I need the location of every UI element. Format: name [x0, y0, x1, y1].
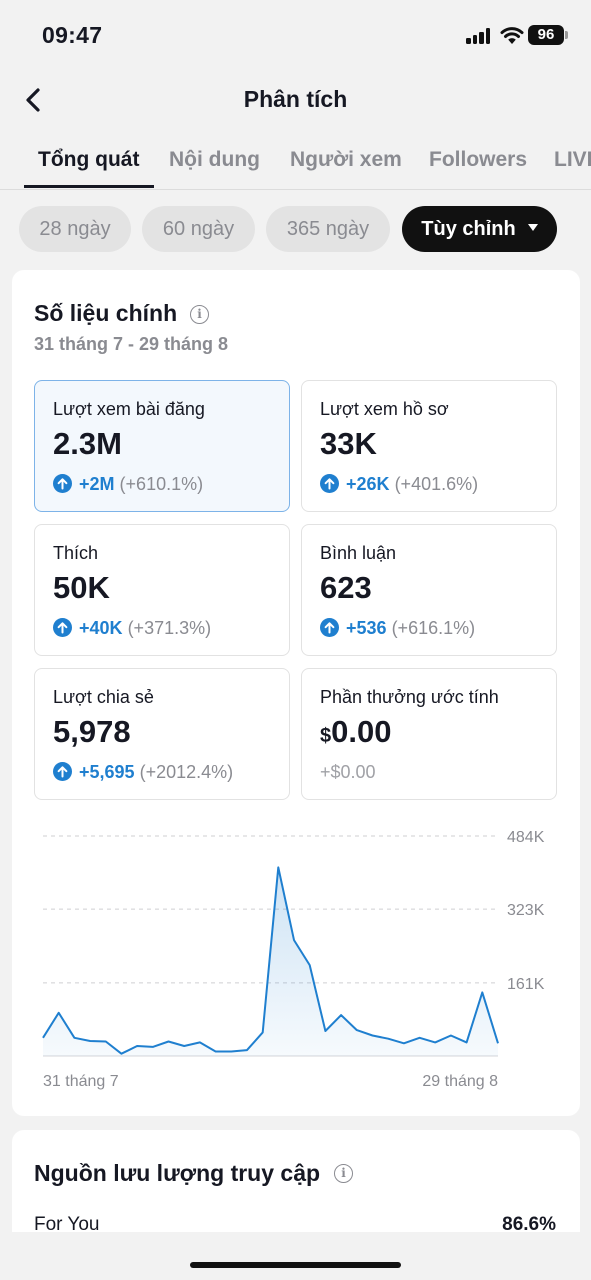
reward-amount: 0.00	[331, 714, 392, 749]
status-bar: 09:47 96	[0, 0, 591, 70]
metric-estimated-rewards[interactable]: Phần thưởng ước tính $0.00 +$0.00	[301, 668, 557, 800]
delta-absolute: +2M	[79, 474, 115, 494]
info-icon[interactable]: i	[334, 1164, 353, 1183]
range-label: Tùy chỉnh	[421, 218, 516, 240]
traffic-source-value: 86.6%	[502, 1214, 556, 1235]
metric-delta: +$0.00	[320, 762, 376, 782]
metric-value: 5,978	[53, 714, 131, 749]
arrow-up-circle-icon	[53, 618, 72, 637]
metric-delta: +40K (+371.3%)	[53, 618, 211, 639]
range-label: 60 ngày	[162, 218, 235, 240]
cellular-signal-icon	[466, 28, 492, 44]
caret-down-icon	[527, 224, 538, 232]
home-indicator[interactable]	[190, 1262, 401, 1268]
metric-label: Lượt chia sẻ	[53, 687, 154, 707]
key-metrics-card: Số liệu chính i 31 tháng 7 - 29 tháng 8 …	[12, 270, 580, 1116]
arrow-up-circle-icon	[320, 474, 339, 493]
metric-delta: +536 (+616.1%)	[320, 618, 475, 639]
metric-value: 50K	[53, 570, 110, 605]
tab-followers[interactable]: Followers	[429, 148, 528, 171]
metric-comments[interactable]: Bình luận 623 +536 (+616.1%)	[301, 524, 557, 656]
metric-label: Lượt xem hồ sơ	[320, 399, 449, 419]
series-line	[42, 866, 499, 1055]
arrow-up-circle-icon	[320, 618, 339, 637]
tab-live[interactable]: LIVE	[554, 148, 591, 171]
traffic-source-title: Nguồn lưu lượng truy cập	[34, 1160, 321, 1186]
delta-percent: (+2012.4%)	[139, 762, 234, 782]
chevron-left-icon	[26, 88, 40, 112]
home-indicator-area	[0, 1232, 591, 1280]
metric-value: 2.3M	[53, 426, 122, 461]
wifi-icon	[500, 27, 524, 44]
post-views-chart[interactable]: 484K 323K 161K 31 tháng 7 29 tháng 8	[12, 810, 580, 1100]
metric-shares[interactable]: Lượt chia sẻ 5,978 +5,695 (+2012.4%)	[34, 668, 290, 800]
info-icon[interactable]: i	[190, 305, 209, 324]
battery-indicator: 96	[528, 25, 564, 45]
traffic-source-label: For You	[34, 1214, 100, 1235]
metric-label: Thích	[53, 543, 99, 563]
metric-post-views[interactable]: Lượt xem bài đăng 2.3M +2M (+610.1%)	[34, 380, 290, 512]
range-custom-button[interactable]: Tùy chỉnh	[402, 206, 557, 252]
metric-label: Lượt xem bài đăng	[53, 399, 205, 419]
battery-tip	[565, 31, 568, 39]
x-start-label: 31 tháng 7	[43, 1073, 119, 1090]
delta-percent: (+401.6%)	[394, 474, 479, 494]
range-365-days-button[interactable]: 365 ngày	[266, 206, 390, 252]
x-end-label: 29 tháng 8	[422, 1073, 498, 1090]
metric-profile-views[interactable]: Lượt xem hồ sơ 33K +26K (+401.6%)	[301, 380, 557, 512]
back-button[interactable]	[18, 84, 50, 116]
arrow-up-circle-icon	[53, 474, 72, 493]
arrow-up-circle-icon	[53, 762, 72, 781]
metric-delta: +26K (+401.6%)	[320, 474, 478, 495]
delta-percent: (+616.1%)	[391, 618, 476, 638]
series-area	[43, 867, 498, 1056]
range-28-days-button[interactable]: 28 ngày	[19, 206, 131, 252]
y-tick-label: 161K	[507, 976, 545, 993]
metric-value: $0.00	[320, 714, 391, 750]
tab-content[interactable]: Nội dung	[169, 148, 260, 171]
y-tick-label: 484K	[507, 829, 545, 846]
status-time: 09:47	[42, 22, 103, 48]
metric-delta: +2M (+610.1%)	[53, 474, 203, 495]
active-tab-indicator	[24, 185, 154, 188]
delta-absolute: +26K	[346, 474, 390, 494]
delta-absolute: +536	[346, 618, 387, 638]
delta-percent: (+610.1%)	[119, 474, 204, 494]
delta-percent: (+371.3%)	[127, 618, 212, 638]
metric-label: Bình luận	[320, 543, 397, 563]
metric-value: 33K	[320, 426, 377, 461]
delta-absolute: +40K	[79, 618, 123, 638]
metric-likes[interactable]: Thích 50K +40K (+371.3%)	[34, 524, 290, 656]
metric-label: Phần thưởng ước tính	[320, 687, 499, 707]
metric-value: 623	[320, 570, 372, 605]
range-60-days-button[interactable]: 60 ngày	[142, 206, 255, 252]
delta-absolute: +5,695	[79, 762, 135, 782]
y-tick-label: 323K	[507, 902, 545, 919]
tab-viewers[interactable]: Người xem	[290, 148, 402, 171]
metric-delta: +5,695 (+2012.4%)	[53, 762, 233, 783]
date-range-selector: 28 ngày 60 ngày 365 ngày Tùy chỉnh	[0, 206, 591, 254]
tab-bar: Tổng quát Nội dung Người xem Followers L…	[0, 130, 591, 190]
currency-symbol: $	[320, 725, 332, 747]
tab-overview[interactable]: Tổng quát	[38, 148, 140, 171]
range-label: 365 ngày	[286, 218, 370, 240]
range-label: 28 ngày	[39, 218, 111, 240]
chart-svg: 484K 323K 161K 31 tháng 7 29 tháng 8	[42, 829, 545, 1090]
key-metrics-title: Số liệu chính	[34, 300, 178, 326]
date-range-label: 31 tháng 7 - 29 tháng 8	[34, 334, 229, 354]
page-title: Phân tích	[243, 86, 348, 112]
